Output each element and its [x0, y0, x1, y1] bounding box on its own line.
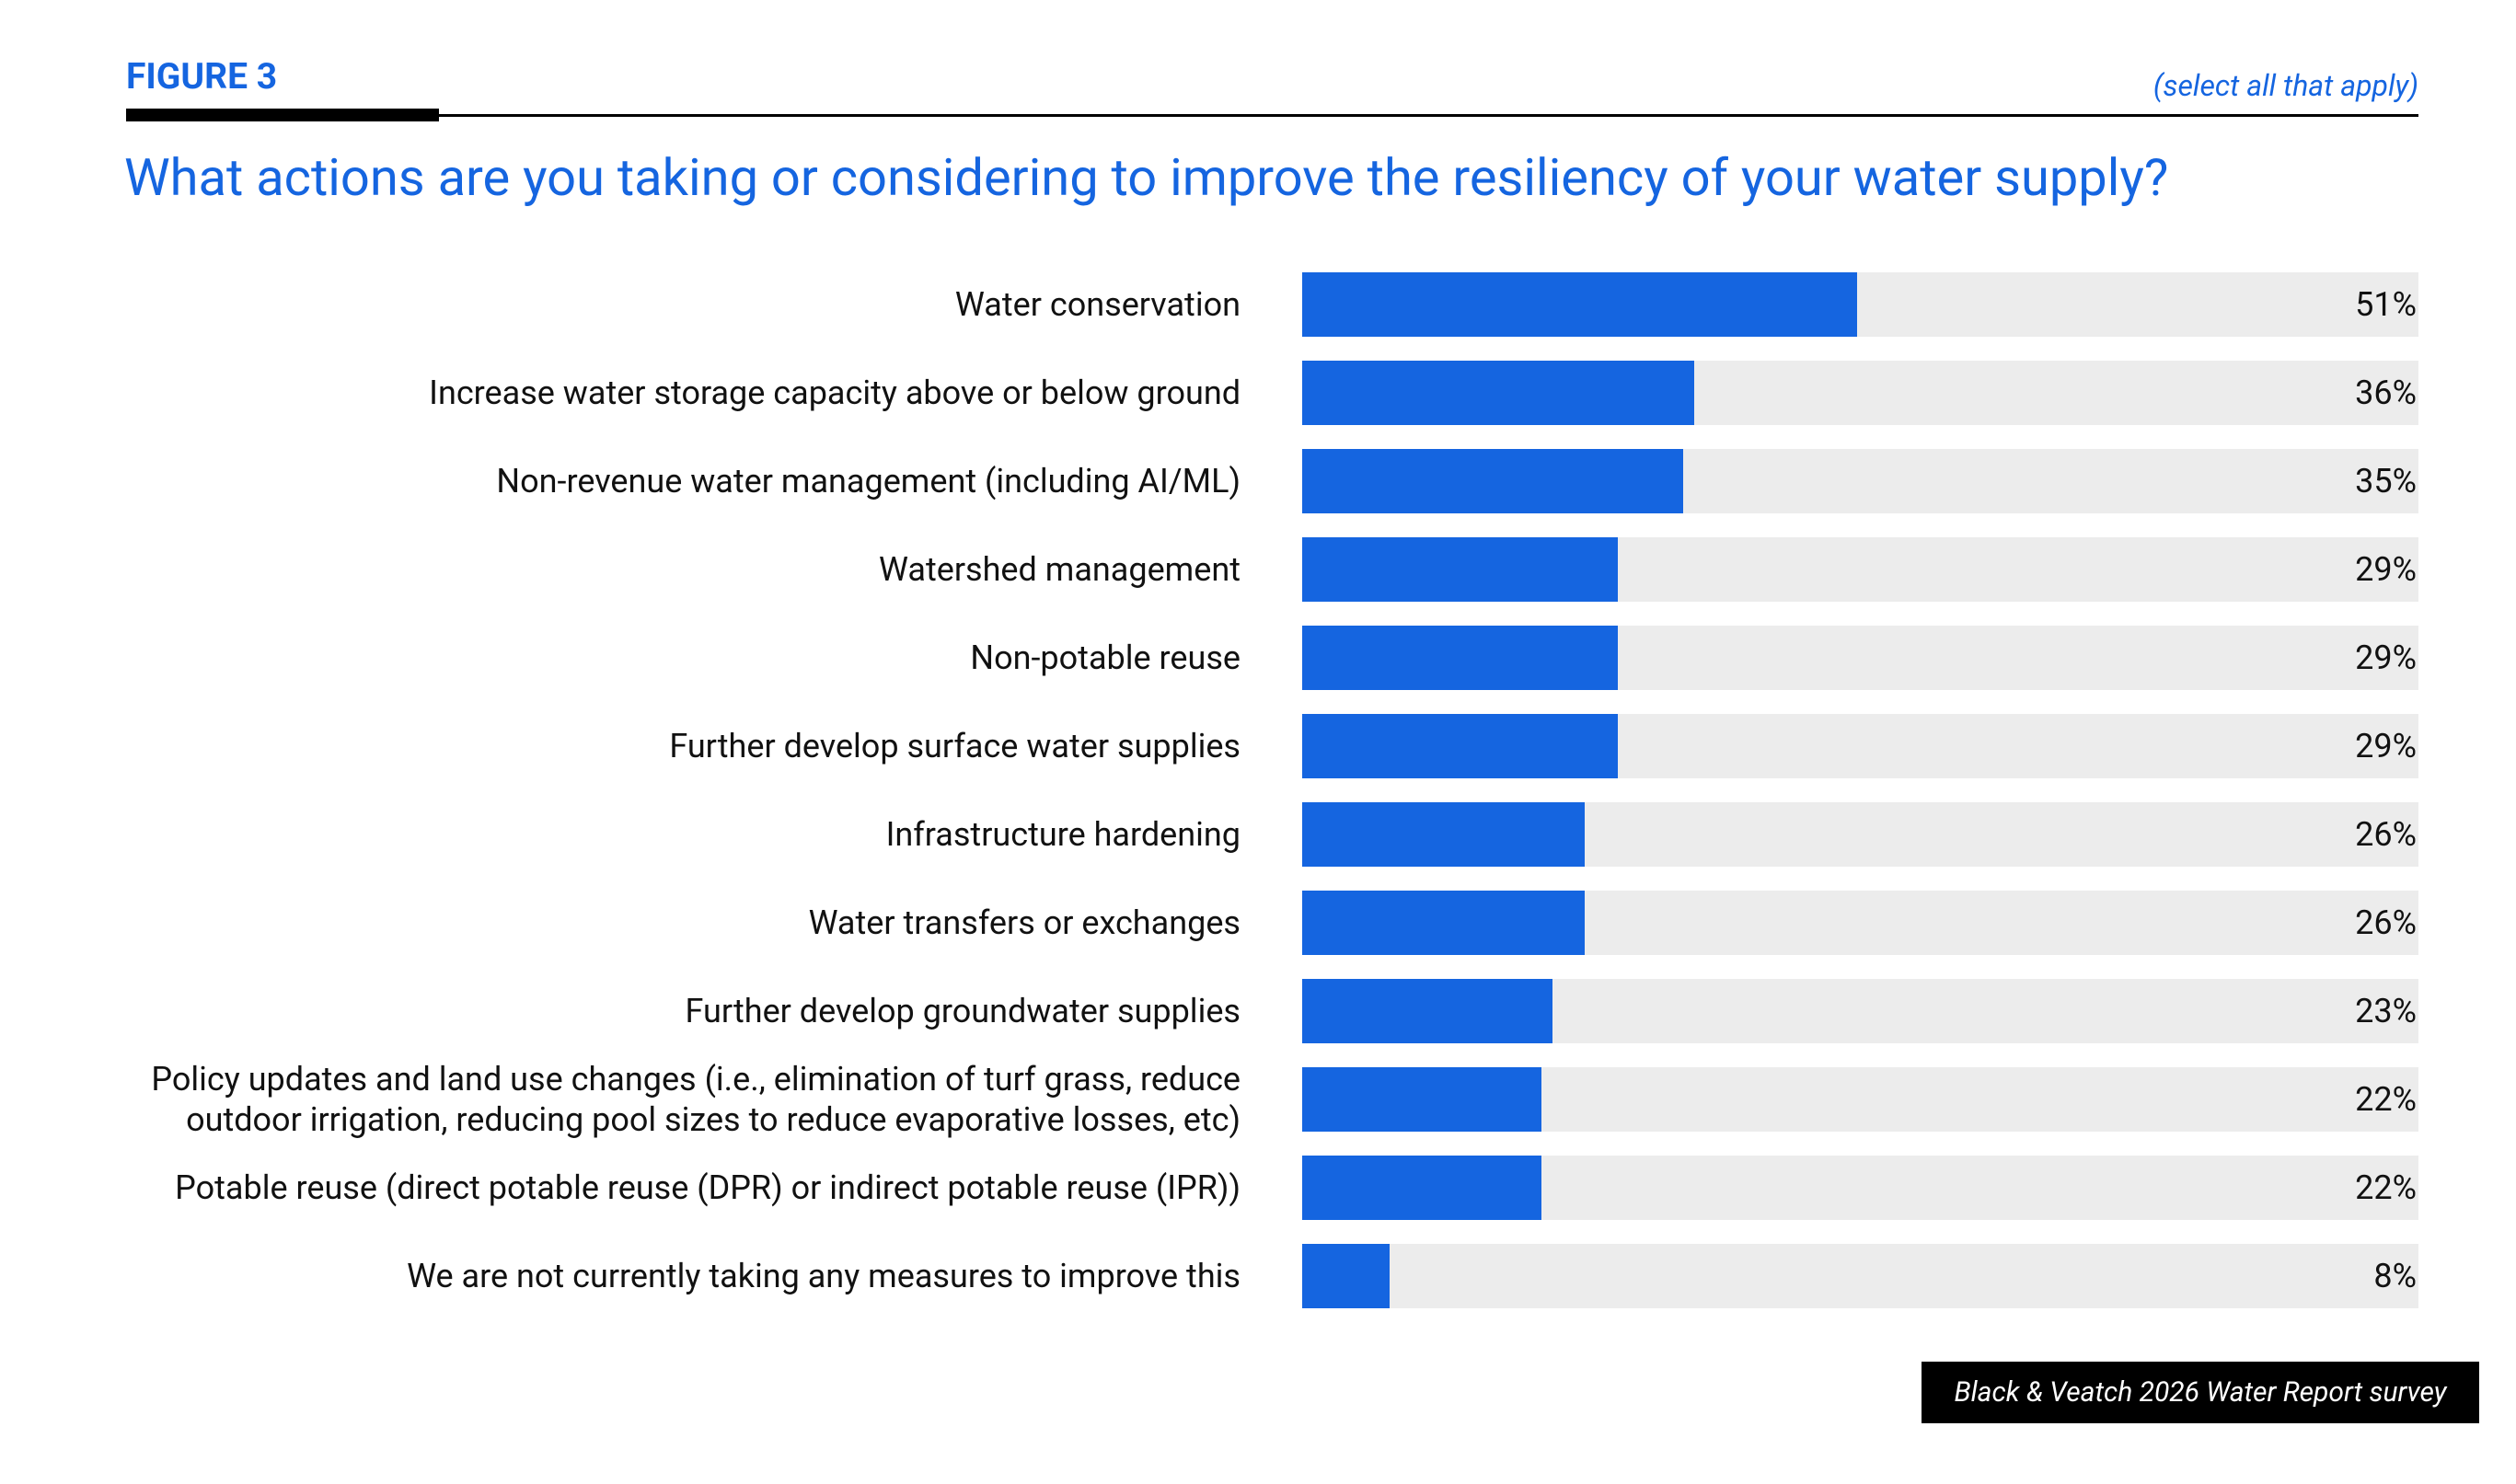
value-label: 22% [2355, 1080, 2417, 1119]
bar [1302, 1156, 1542, 1220]
category-label: Increase water storage capacity above or… [429, 374, 1241, 412]
value-label: 35% [2355, 462, 2417, 500]
bar [1302, 361, 1694, 425]
value-label: 29% [2355, 550, 2417, 589]
category-label: Non-revenue water management (including … [496, 462, 1241, 500]
bar [1302, 272, 1857, 337]
value-label: 29% [2355, 727, 2417, 765]
value-label: 29% [2355, 638, 2417, 677]
note: (select all that apply) [2152, 68, 2418, 103]
figure-label: FIGURE 3 [126, 55, 278, 98]
value-label: 26% [2355, 903, 2417, 942]
value-label: 22% [2355, 1168, 2417, 1207]
category-label: Infrastructure hardening [885, 815, 1241, 854]
category-label: Non-potable reuse [970, 638, 1241, 677]
bar [1302, 891, 1586, 955]
bar [1302, 802, 1586, 867]
category-label: We are not currently taking any measures… [407, 1257, 1241, 1295]
rule [126, 114, 2418, 117]
chart-title: What actions are you taking or consideri… [124, 147, 2169, 208]
bar [1302, 537, 1618, 602]
bar [1302, 626, 1618, 690]
category-label: Water transfers or exchanges [808, 903, 1241, 942]
category-label: Further develop surface water supplies [669, 727, 1241, 765]
bar-track [1302, 1244, 2418, 1308]
value-label: 26% [2355, 815, 2417, 854]
bar [1302, 1067, 1542, 1132]
category-label: Potable reuse (direct potable reuse (DPR… [175, 1168, 1241, 1207]
bar [1302, 449, 1683, 513]
bar [1302, 979, 1552, 1043]
category-label: Further develop groundwater supplies [685, 992, 1241, 1030]
value-label: 36% [2355, 374, 2417, 412]
category-label: Water conservation [954, 285, 1241, 324]
value-label: 8% [2373, 1257, 2417, 1295]
category-label: Watershed management [879, 550, 1241, 589]
bar [1302, 1244, 1390, 1308]
value-label: 23% [2355, 992, 2417, 1030]
bar [1302, 714, 1618, 778]
value-label: 51% [2355, 285, 2417, 324]
source: Black & Veatch 2026 Water Report survey [1922, 1362, 2479, 1423]
category-label: Policy updates and land use changes (i.e… [151, 1060, 1241, 1139]
rule-accent [126, 109, 439, 121]
